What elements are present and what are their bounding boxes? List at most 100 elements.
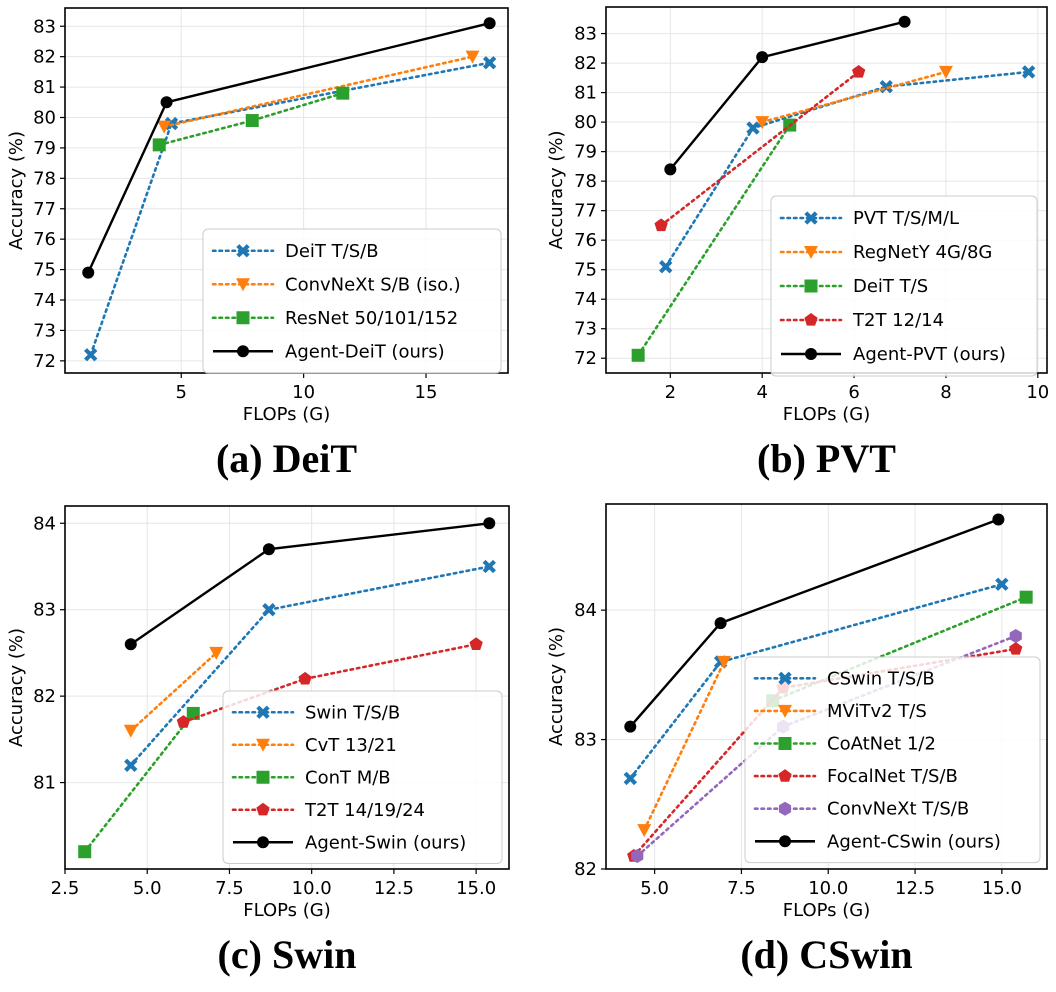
legend-marker xyxy=(237,345,249,358)
legend-marker xyxy=(236,311,250,325)
x-tick-label: 5 xyxy=(176,382,187,403)
data-point xyxy=(624,720,637,733)
legend-label: RegNetY 4G/8G xyxy=(853,242,992,263)
legend-marker xyxy=(804,246,818,259)
data-point xyxy=(176,715,191,728)
y-tick-label: 77 xyxy=(574,201,597,222)
y-tick-label: 79 xyxy=(33,138,56,159)
legend-marker xyxy=(778,671,792,685)
series-line xyxy=(83,712,195,854)
series-4 xyxy=(176,637,483,728)
data-point xyxy=(659,260,673,274)
data-point xyxy=(746,121,760,135)
x-axis-title: FLOPs (G) xyxy=(243,900,331,921)
x-tick-label: 12.5 xyxy=(374,878,414,899)
legend-label: FocalNet T/S/B xyxy=(827,766,958,787)
panel-caption: (a) DeiT xyxy=(216,436,357,481)
data-point xyxy=(714,617,727,630)
y-tick-label: 75 xyxy=(574,260,597,281)
legend-marker xyxy=(778,769,792,782)
data-point xyxy=(262,543,275,556)
series-line xyxy=(89,61,491,357)
legend-marker xyxy=(236,244,250,258)
series-5 xyxy=(664,15,911,176)
legend-marker xyxy=(256,802,270,816)
data-point xyxy=(1009,629,1022,644)
series-line xyxy=(636,123,792,357)
y-tick-label: 75 xyxy=(33,260,56,281)
y-tick-label: 84 xyxy=(574,600,597,621)
data-point xyxy=(157,120,172,134)
legend-marker xyxy=(804,211,818,225)
y-tick-label: 77 xyxy=(33,199,56,220)
data-point xyxy=(631,849,644,864)
legend-box xyxy=(744,656,1041,864)
legend-marker xyxy=(257,836,269,849)
data-point xyxy=(298,671,312,685)
data-point xyxy=(664,163,677,176)
data-point xyxy=(482,56,497,70)
y-tick-label: 82 xyxy=(33,47,56,68)
series-1 xyxy=(84,56,497,362)
x-tick-label: 8 xyxy=(940,382,951,403)
data-point xyxy=(465,50,480,64)
data-point xyxy=(631,348,645,362)
series-1 xyxy=(124,559,496,772)
legend-label: Agent-CSwin (ours) xyxy=(827,831,1001,852)
y-tick-label: 72 xyxy=(33,351,56,372)
series-2 xyxy=(755,65,953,130)
series-line xyxy=(129,651,218,733)
y-axis-title: Accuracy (%) xyxy=(6,131,27,250)
data-point xyxy=(262,603,276,617)
y-axis-title: Accuracy (%) xyxy=(6,628,27,747)
data-point xyxy=(124,758,138,772)
data-point xyxy=(1019,590,1033,604)
x-tick-label: 5.0 xyxy=(640,878,669,899)
data-point xyxy=(995,577,1009,591)
legend-marker xyxy=(804,279,818,293)
data-point xyxy=(483,517,496,530)
data-point xyxy=(336,86,350,100)
series-line xyxy=(642,660,726,832)
legend-label: DeiT T/S xyxy=(853,276,928,297)
data-point xyxy=(123,724,138,738)
y-tick-label: 78 xyxy=(33,168,56,189)
y-tick-label: 80 xyxy=(33,108,56,129)
data-point xyxy=(84,348,98,362)
series-3 xyxy=(152,86,350,152)
y-tick-label: 82 xyxy=(574,859,597,880)
data-point xyxy=(623,771,637,786)
chart-panel-3: 2.5 5.0 7.5 10.0 12.5 15.0 81 82 83 84 FLOPs (G) Ac… xyxy=(6,505,510,977)
series-line xyxy=(669,20,905,171)
legend-marker xyxy=(779,835,791,848)
legend-label: Agent-Swin (ours) xyxy=(305,832,466,853)
y-axis-title: Accuracy (%) xyxy=(546,627,567,746)
legend-label: ConT M/B xyxy=(305,767,391,788)
series-line xyxy=(659,70,860,227)
legend: CSwin T/S/B MViTv2 T/S CoAtNet 1/2 FocalNet… xyxy=(744,656,1041,864)
data-point xyxy=(637,824,652,838)
data-point xyxy=(1021,65,1036,79)
chart-panel-2: 2 4 6 8 10 72 73 74 75 76 77 78 79 80 81 82 83 FLOPs (G) A… xyxy=(546,6,1049,481)
y-tick-label: 81 xyxy=(574,83,597,104)
legend-marker xyxy=(256,705,270,719)
data-point xyxy=(654,218,668,232)
legend-label: Agent-PVT (ours) xyxy=(853,344,1006,365)
y-tick-label: 74 xyxy=(574,289,597,310)
legend-marker xyxy=(256,738,270,752)
series-2 xyxy=(123,646,224,738)
data-point xyxy=(938,65,953,79)
y-tick-label: 72 xyxy=(574,348,597,369)
legend-box xyxy=(770,195,1038,377)
data-point xyxy=(755,116,770,130)
legend-marker xyxy=(804,313,818,326)
series-2 xyxy=(157,50,480,134)
data-point xyxy=(717,655,732,669)
x-axis-title: FLOPs (G) xyxy=(783,900,871,921)
series-line xyxy=(157,91,345,147)
data-point xyxy=(992,513,1005,526)
plot-frame xyxy=(64,505,510,870)
series-2 xyxy=(637,655,732,838)
chart-panel-4: 5.0 7.5 10.0 12.5 15.0 82 83 84 FLOPs (G) Accurac… xyxy=(546,503,1048,977)
